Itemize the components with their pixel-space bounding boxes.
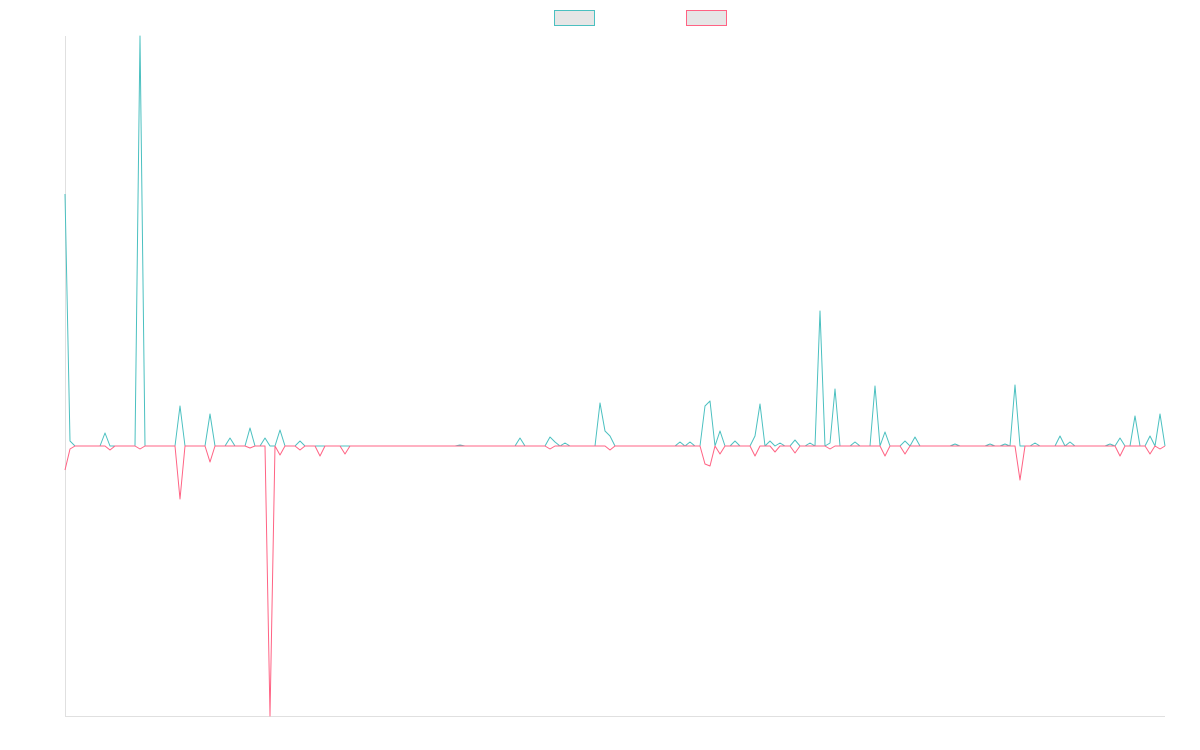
legend-swatch xyxy=(554,10,595,26)
series-line xyxy=(64,35,1166,447)
series-line xyxy=(64,445,1166,717)
legend-swatch xyxy=(686,10,727,26)
